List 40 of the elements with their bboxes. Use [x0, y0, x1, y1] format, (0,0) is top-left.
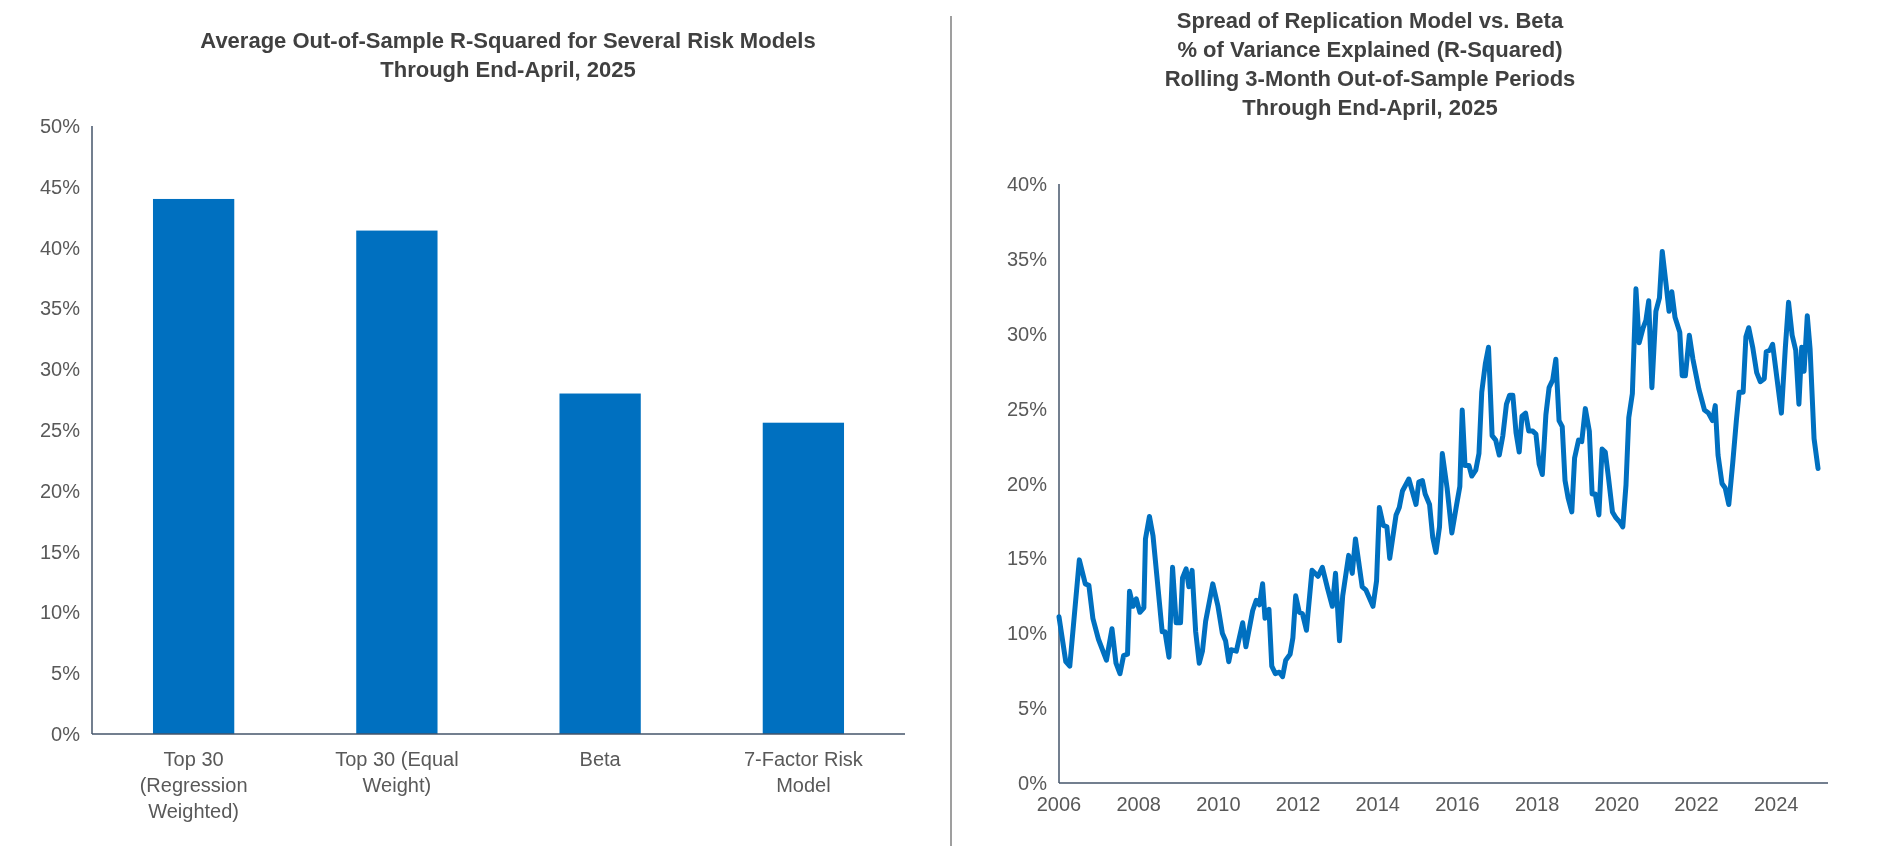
- y-tick-label: 35%: [1006, 247, 1048, 270]
- y-tick-label: 15%: [1006, 547, 1048, 570]
- y-tick-label: 20%: [39, 479, 81, 502]
- x-tick-label: 2008: [1116, 793, 1161, 815]
- bar: [559, 393, 641, 734]
- x-tick-label: 2010: [1196, 793, 1241, 815]
- y-tick-label: 10%: [1006, 622, 1048, 645]
- y-tick-label: 30%: [39, 358, 81, 381]
- bar: [762, 422, 845, 734]
- y-tick-label: 5%: [51, 662, 81, 685]
- x-tick-label: 2020: [1594, 793, 1640, 815]
- chart-title: Average Out-of-Sample R-Squared for Several Risk Models Through End-April, 2025: [200, 28, 816, 82]
- x-tick-label: 2018: [1514, 793, 1560, 815]
- y-tick-label: 10%: [39, 601, 81, 624]
- x-tick-label: Top 30 (Equal Weight): [335, 748, 459, 796]
- y-tick-label: 50%: [39, 115, 81, 137]
- x-tick-label: 2014: [1355, 793, 1401, 815]
- x-tick-label: 2024: [1753, 793, 1799, 815]
- y-tick-label: 15%: [39, 540, 81, 563]
- x-tick-label: 2022: [1674, 793, 1719, 815]
- y-tick-label: 25%: [39, 419, 81, 441]
- y-tick-label: 45%: [39, 175, 81, 198]
- bar: [356, 230, 438, 734]
- y-tick-label: 35%: [39, 297, 81, 320]
- x-tick-label: 7-Factor Risk Model: [743, 748, 864, 796]
- y-tick-label: 25%: [1006, 397, 1048, 420]
- chart-title: Spread of Replication Model vs. Beta % of Variance Explained (R-Squared) Rolling 3-Month Out-of-Sample Periods Through End-April, 2025: [1164, 8, 1576, 120]
- x-tick-label: 2016: [1435, 793, 1480, 815]
- x-tick-label: Top 30 (Regression Weighted): [139, 748, 248, 822]
- y-tick-label: 0%: [51, 723, 81, 745]
- y-tick-label: 0%: [1018, 772, 1048, 794]
- x-tick-label: 2012: [1275, 793, 1321, 815]
- x-tick-label: Beta: [579, 748, 622, 770]
- y-tick-label: 20%: [1006, 472, 1048, 495]
- y-tick-label: 40%: [39, 236, 81, 259]
- x-tick-label: 2006: [1036, 793, 1082, 815]
- y-tick-label: 30%: [1006, 322, 1048, 345]
- bar: [152, 198, 235, 734]
- y-tick-label: 40%: [1006, 173, 1048, 195]
- y-tick-label: 5%: [1018, 697, 1048, 720]
